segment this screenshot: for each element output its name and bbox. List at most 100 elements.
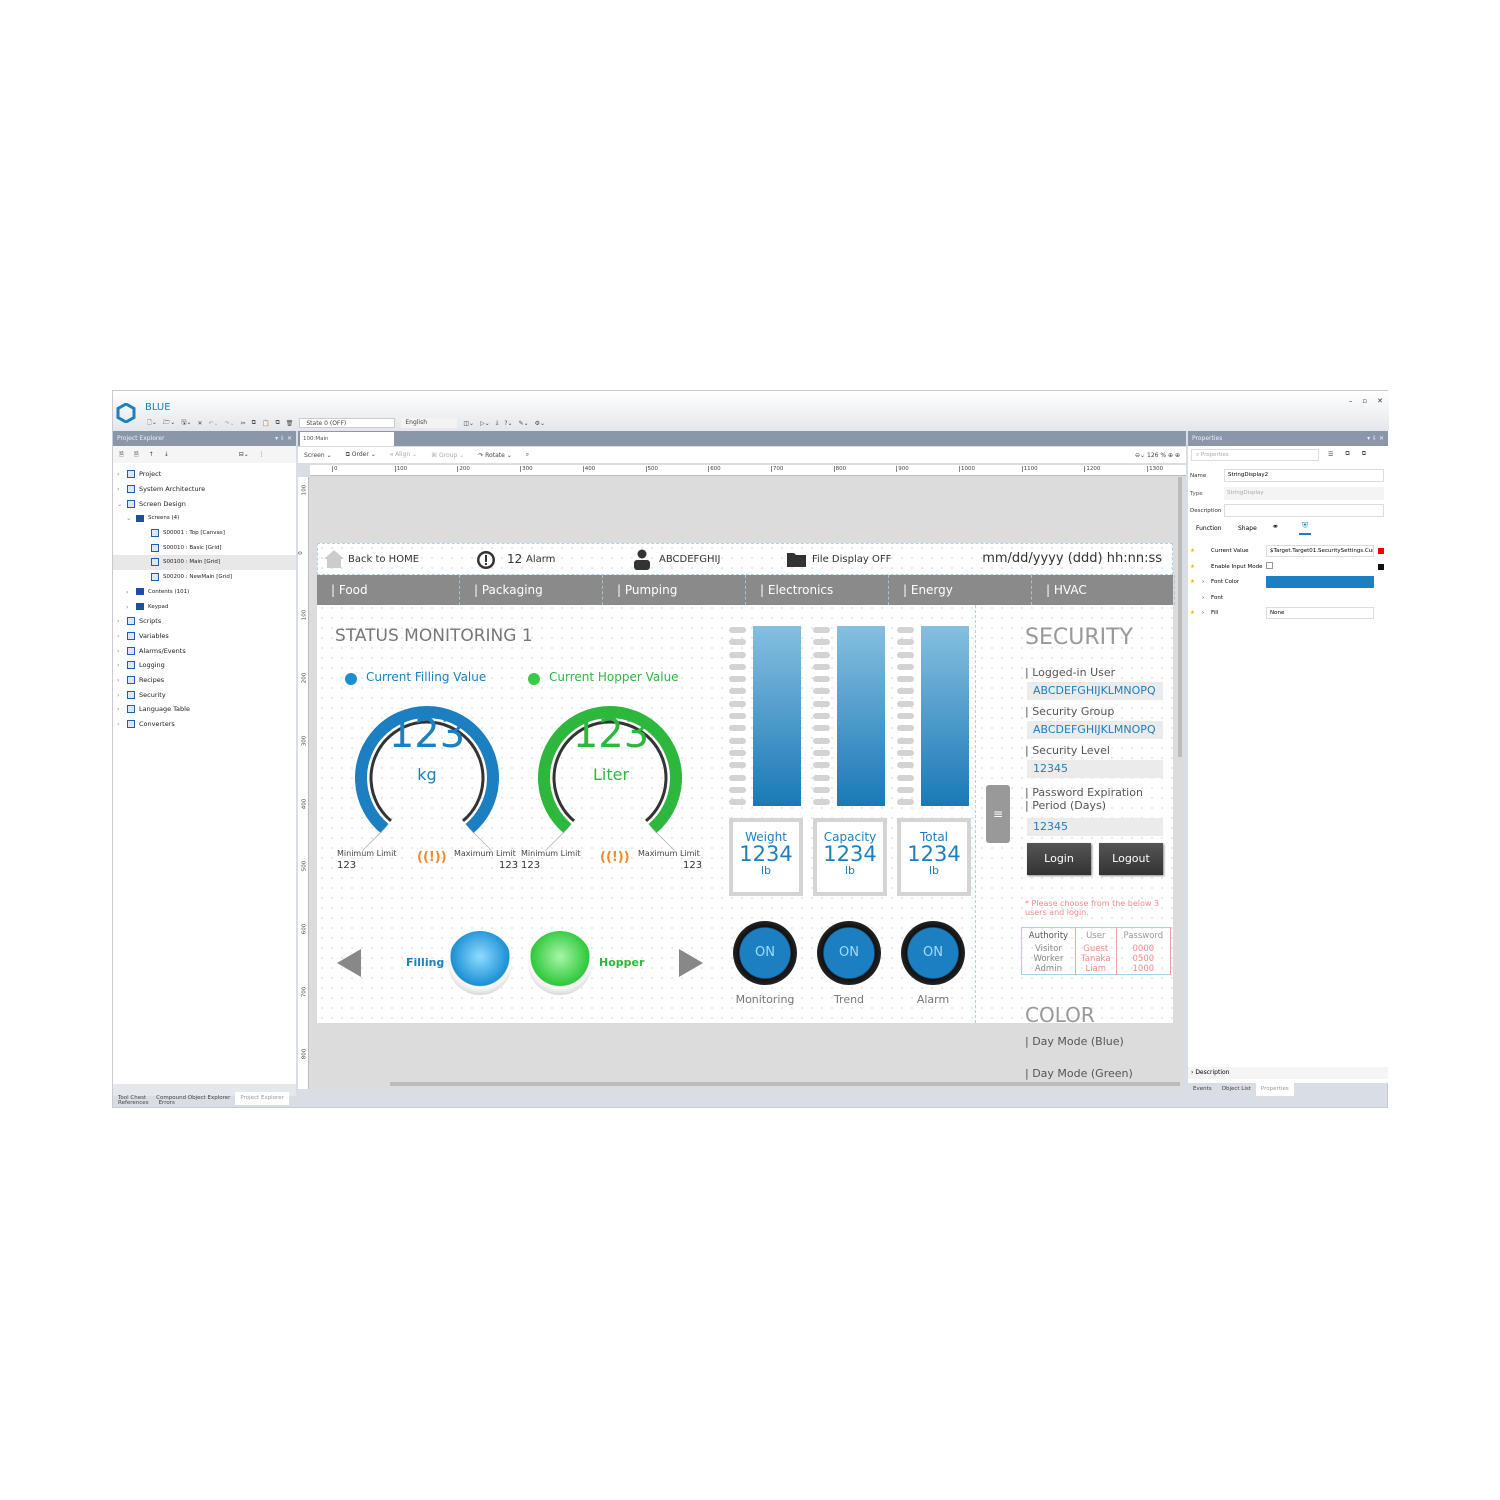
properties-search-input[interactable]: ⌕ Properties [1191, 449, 1319, 461]
side-menu-handle[interactable]: ≡ [986, 785, 1010, 843]
font-color-swatch[interactable] [1266, 576, 1374, 588]
nav-tab[interactable]: | HVAC [1032, 575, 1175, 605]
close-window-button[interactable]: ✕ [1377, 397, 1383, 405]
nav-tab[interactable]: | Food [317, 575, 460, 605]
chevron-right-icon[interactable]: › [117, 485, 120, 494]
chevron-right-icon[interactable]: › [117, 661, 120, 670]
star-icon[interactable]: ★ [1190, 563, 1195, 570]
up-arrow-icon[interactable]: ↑ [148, 451, 154, 458]
tree-item[interactable]: › Alarms/Events [113, 643, 296, 658]
description-input[interactable] [1224, 504, 1384, 517]
vertical-scrollbar[interactable] [1178, 477, 1182, 757]
chevron-right-icon[interactable]: › [117, 646, 120, 655]
enable-input-checkbox[interactable] [1266, 561, 1273, 569]
name-input[interactable]: StringDisplay2 [1224, 469, 1384, 482]
logout-button[interactable]: Logout [1099, 843, 1163, 875]
tab-references[interactable]: References [118, 1100, 149, 1106]
tab-100-main[interactable]: 100:Main [300, 432, 394, 446]
tree-item[interactable]: › Contents (101) [113, 585, 296, 600]
language-select[interactable]: English [401, 418, 458, 428]
previous-arrow-icon[interactable] [335, 947, 363, 979]
chevron-right-icon[interactable]: › [126, 587, 129, 596]
open-icon[interactable]: 🗁⌄ [162, 419, 176, 426]
add-icon[interactable]: 🗎 [119, 450, 124, 458]
tree-item[interactable]: ⌄ Screens (4) [113, 511, 296, 526]
file-display-toggle[interactable]: File Display OFF [812, 554, 892, 565]
tree-item[interactable]: › Recipes [113, 673, 296, 688]
back-home-link[interactable]: Back to HOME [348, 554, 420, 565]
alarm-label[interactable]: Alarm [526, 554, 556, 565]
tab-events[interactable]: Events [1193, 1086, 1212, 1092]
description-section[interactable]: › Description [1188, 1067, 1388, 1079]
layout-icon[interactable]: ◫⌄ [463, 419, 475, 427]
tab-compound-object-explorer[interactable]: Compound Object Explorer [156, 1095, 231, 1101]
logged-in-user-value[interactable]: ABCDEFGHIJKLMNOPQ [1027, 682, 1163, 700]
folder-icon[interactable] [787, 551, 806, 567]
chevron-down-icon[interactable]: ⌄ [126, 514, 132, 523]
chevron-right-icon[interactable]: › [117, 470, 120, 479]
chevron-right-icon[interactable]: › [126, 602, 129, 611]
new-icon[interactable]: 🗋⌄ [147, 419, 157, 426]
zoom-value[interactable]: 126 [1147, 451, 1159, 459]
zoom-in-icon[interactable]: ⊕ [1168, 451, 1174, 459]
tree-item[interactable]: S00001 : Top [Canvas] [113, 526, 296, 541]
zoom-reset-icon[interactable]: ⊕ [1174, 451, 1180, 459]
alarm-icon[interactable] [476, 550, 496, 570]
tab-shape[interactable]: Shape [1238, 525, 1257, 532]
toggle-trend[interactable]: ON [817, 921, 881, 985]
restore-button[interactable]: ▫ [1362, 397, 1368, 405]
login-button[interactable]: Login [1027, 843, 1091, 875]
tree-item[interactable]: › Security [113, 687, 296, 702]
more-icon[interactable]: ⋮ [258, 451, 265, 458]
tab-function[interactable]: Function [1196, 525, 1222, 532]
state-select[interactable]: State 0 (OFF) [299, 418, 396, 428]
tree-item[interactable]: › Keypad [113, 599, 296, 614]
duplicate-icon[interactable]: ⧉ [275, 419, 280, 426]
tab-properties[interactable]: Properties [1255, 1083, 1294, 1096]
chevron-right-icon[interactable]: › [1202, 610, 1205, 616]
tree-item[interactable]: ⌄ Screen Design [113, 496, 296, 511]
day-mode-blue[interactable]: | Day Mode (Blue) [1025, 1035, 1124, 1048]
tools-icon[interactable]: ✎⌄ [518, 419, 529, 427]
paste-props-icon[interactable]: ⧉ [1361, 450, 1366, 457]
tree-item[interactable]: S00200 : NewMain [Grid] [113, 570, 296, 585]
undo-icon[interactable]: ↶⌄ [208, 419, 219, 427]
down-arrow-icon[interactable]: ↓ [163, 451, 169, 458]
run-icon[interactable]: ▷⌄ [480, 419, 490, 427]
close-icon[interactable]: ✕ [197, 419, 203, 427]
copy-props-icon[interactable]: ⧉ [1345, 450, 1350, 457]
chevron-right-icon[interactable]: › [1202, 594, 1205, 601]
zoom-out-icon[interactable]: ⊖⌄ [1135, 451, 1146, 459]
property-value[interactable]: None [1266, 607, 1374, 619]
chevron-right-icon[interactable]: › [117, 690, 120, 699]
redo-icon[interactable]: ↷⌄ [224, 419, 235, 427]
group-dropdown[interactable]: ⌘ Group ⌄ [431, 451, 465, 459]
tree-item[interactable]: › System Architecture [113, 482, 296, 497]
tree-item[interactable]: › Language Table [113, 702, 296, 717]
paste-icon[interactable]: 📋 [261, 419, 270, 427]
day-mode-green[interactable]: | Day Mode (Green) [1025, 1067, 1133, 1080]
tree-item[interactable]: › Variables [113, 629, 296, 644]
property-value[interactable]: $Target.Target01.SecuritySettings.Curren [1266, 545, 1374, 557]
star-icon[interactable]: ★ [1190, 579, 1195, 585]
chevron-right-icon[interactable]: › [117, 675, 120, 684]
star-icon[interactable]: ★ [1190, 548, 1195, 554]
tab-object-list[interactable]: Object List [1221, 1086, 1251, 1092]
toggle-alarm[interactable]: ON [901, 921, 965, 985]
tree-item[interactable]: S00010 : Basic [Grid] [113, 540, 296, 555]
copy-icon[interactable]: ⧉ [251, 419, 256, 426]
help-icon[interactable]: ?⌄ [504, 419, 513, 427]
tab-errors[interactable]: Errors [158, 1100, 175, 1106]
chevron-right-icon[interactable]: › [117, 705, 120, 714]
tree-item[interactable]: S00100 : Main [Grid] [113, 555, 296, 570]
design-canvas[interactable]: Back to HOME 12 Alarm ABCDEFGHIJ File Di… [310, 477, 1182, 1089]
settings-icon[interactable]: ⚙⌄ [534, 419, 546, 427]
tab-link-icon[interactable]: ⚭ [1272, 522, 1279, 531]
star-icon[interactable]: ★ [1190, 610, 1195, 616]
screen-dropdown[interactable]: Screen ⌄ [304, 451, 332, 459]
view-icon[interactable]: ⊟⌄ [238, 451, 249, 458]
download-icon[interactable]: ⤓ [495, 419, 499, 426]
align-dropdown[interactable]: ⫷ Align ⌄ [389, 451, 418, 458]
import-icon[interactable]: 🗎 [133, 450, 139, 458]
order-dropdown[interactable]: ⧉ Order ⌄ [345, 451, 376, 458]
